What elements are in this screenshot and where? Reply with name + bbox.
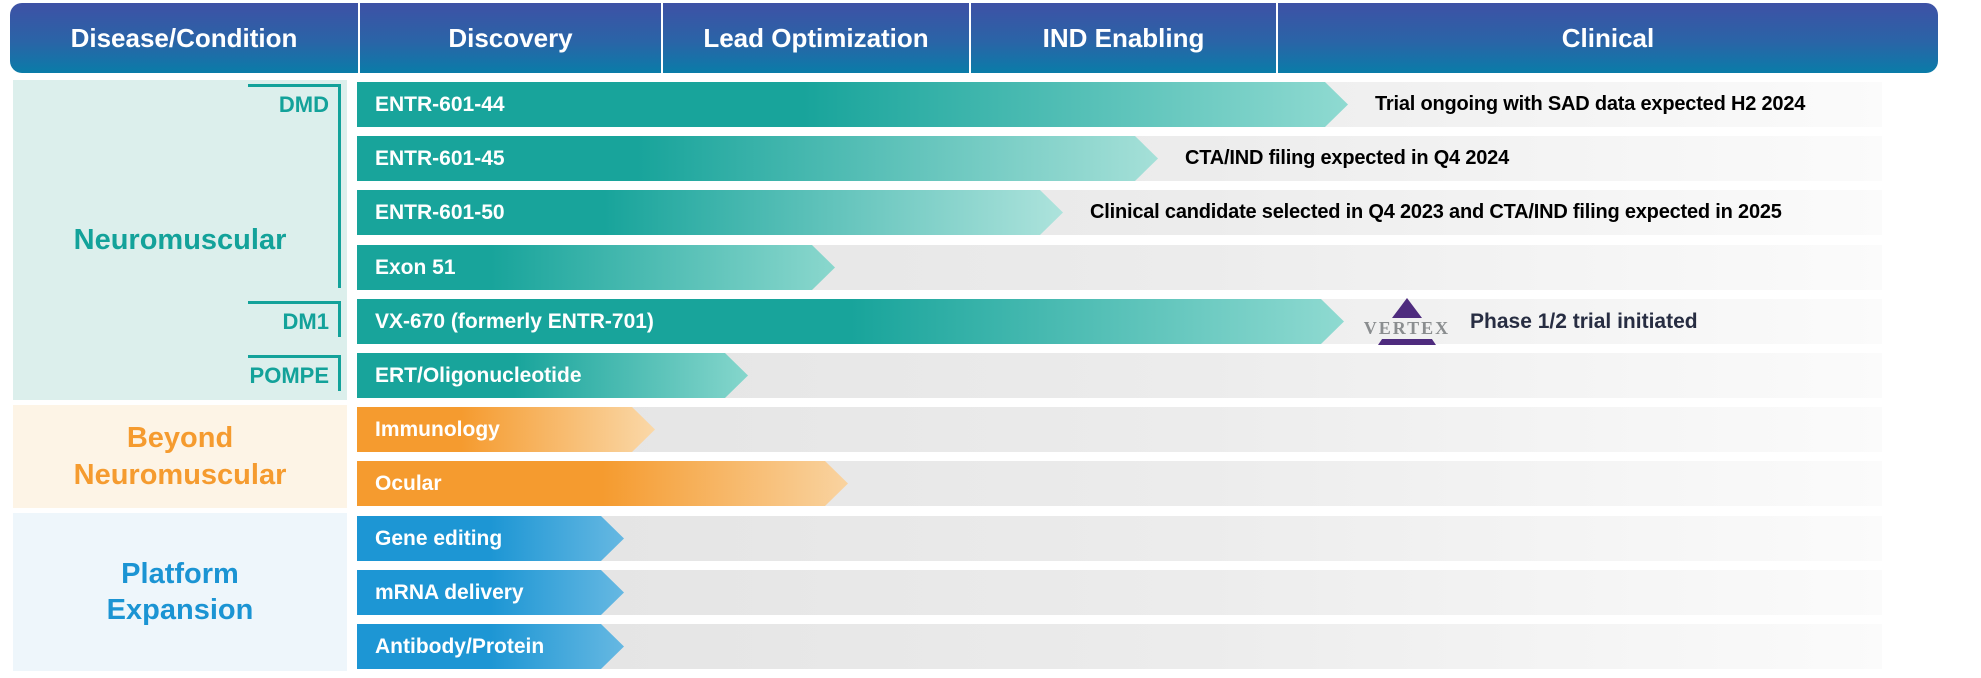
group-panel-platform-expansion: Platform Expansion [13,513,347,671]
bar-label: ERT/Oligonucleotide [375,363,582,387]
pipeline-bar-immunology: Immunology [357,407,655,452]
group-label: Beyond Neuromuscular [73,422,287,491]
pipeline-row-gene-editing: Gene editing [0,516,1981,561]
vertex-wordmark: VERTEX [1363,318,1451,338]
pipeline-row-mrna-delivery: mRNA delivery [0,570,1981,615]
bar-label: Ocular [375,471,442,495]
condition-label-dmd: DMD [278,92,329,117]
bar-label: Gene editing [375,526,503,550]
pipeline-bar-exon-51: Exon 51 [357,245,835,290]
condition-bracket-pompe: POMPE [248,355,341,391]
pipeline-row-ocular: Ocular [0,461,1981,506]
pipeline-row-ert-oligonucleotide: ERT/Oligonucleotide [0,353,1981,398]
bar-label: mRNA delivery [375,580,524,604]
group-panel-beyond-neuromuscular: Beyond Neuromuscular [13,405,347,508]
pipeline-bar-vx-670-formerly-entr-701: VX-670 (formerly ENTR-701) [357,299,1344,344]
pipeline-row-exon-51: Exon 51 [0,245,1981,290]
bar-label: Exon 51 [375,255,456,279]
bar-label: ENTR-601-44 [375,92,505,116]
pipeline-bar-mrna-delivery: mRNA delivery [357,570,624,615]
row-annotation: CTA/IND filing expected in Q4 2024 [1185,147,1510,169]
pipeline-row-vx-670-formerly-entr-701: VX-670 (formerly ENTR-701) VERTEX Phase 1/… [0,298,1981,345]
vertex-base-icon [1378,339,1436,345]
annotation-text: Phase 1/2 trial initiated [1470,309,1698,333]
condition-bracket-dm1: DM1 [248,301,341,337]
header-col-lead-optimization: Lead Optimization [661,3,969,73]
header-col-label: Clinical [1561,22,1655,53]
bar-label: Immunology [375,417,500,441]
row-annotation: Clinical candidate selected in Q4 2023 a… [1090,201,1782,223]
group-label: Platform Expansion [106,557,254,626]
pipeline-bar-entr-601-50: ENTR-601-50 [357,190,1063,235]
vertex-triangle-icon [1392,298,1422,318]
header-col-label: Discovery [448,22,573,53]
bar-label: VX-670 (formerly ENTR-701) [375,309,654,333]
pipeline-row-immunology: Immunology [0,407,1981,452]
condition-label-dm1: DM1 [282,309,329,334]
pipeline-row-entr-601-44: ENTR-601-44 Trial ongoing with SAD data e… [0,82,1981,127]
pipeline-bar-entr-601-45: ENTR-601-45 [357,136,1158,181]
header-col-label: IND Enabling [1042,22,1205,53]
group-label: Neuromuscular [73,223,287,256]
row-annotation: VERTEX Phase 1/2 trial initiated [1360,298,1698,345]
pipeline-row-entr-601-45: ENTR-601-45 CTA/IND filing expected in Q4… [0,136,1981,181]
bar-label: ENTR-601-45 [375,146,505,170]
row-annotation: Trial ongoing with SAD data expected H2 … [1375,93,1806,115]
bar-label: Antibody/Protein [375,634,545,658]
header-col-label: Lead Optimization [703,22,929,53]
header-col-label: Disease/Condition [70,22,298,53]
pipeline-bar-ert-oligonucleotide: ERT/Oligonucleotide [357,353,748,398]
pipeline-row-antibody-protein: Antibody/Protein [0,624,1981,669]
header-col-disease-condition: Disease/Condition [10,3,358,73]
condition-label-pompe: POMPE [249,363,329,388]
vertex-logo: VERTEX [1360,298,1454,345]
pipeline-bar-entr-601-44: ENTR-601-44 [357,82,1348,127]
header-col-discovery: Discovery [358,3,661,73]
pipeline-row-entr-601-50: ENTR-601-50 Clinical candidate selected i… [0,190,1981,235]
header-col-clinical: Clinical [1276,3,1938,73]
pipeline-bar-gene-editing: Gene editing [357,516,624,561]
pipeline-bar-antibody-protein: Antibody/Protein [357,624,624,669]
pipeline-bar-ocular: Ocular [357,461,848,506]
condition-bracket-dmd: DMD [248,84,341,288]
header-col-ind-enabling: IND Enabling [969,3,1276,73]
pipeline-header: Disease/Condition Discovery Lead Optimizat… [10,3,1938,73]
bar-label: ENTR-601-50 [375,200,505,224]
group-panel-neuromuscular: Neuromuscular [13,80,347,400]
